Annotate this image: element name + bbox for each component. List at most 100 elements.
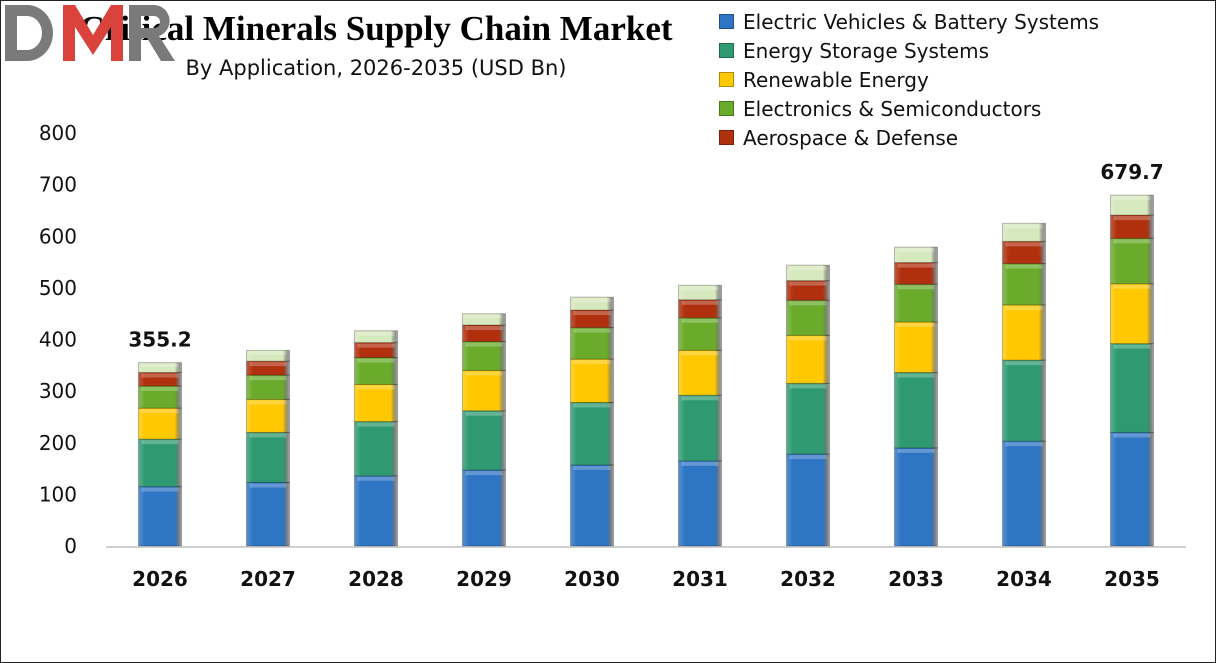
bar-segment	[786, 453, 830, 547]
x-tick-label: 2026	[132, 567, 188, 591]
legend: Electric Vehicles & Battery Systems Ener…	[719, 7, 1099, 152]
bar-segment-highlight	[681, 351, 719, 356]
bar-segment-highlight	[897, 263, 935, 268]
bar-segment	[138, 372, 182, 387]
x-tick-label: 2029	[456, 567, 512, 591]
bar-segment	[678, 317, 722, 351]
legend-label: Energy Storage Systems	[743, 38, 989, 63]
x-tick-label: 2027	[240, 567, 296, 591]
legend-swatch	[719, 14, 734, 29]
bar-segment	[894, 372, 938, 449]
x-tick-label: 2028	[348, 567, 404, 591]
bar-segment	[894, 283, 938, 323]
chart-subtitle: By Application, 2026-2035 (USD Bn)	[185, 56, 567, 80]
bar-segment	[1002, 440, 1046, 547]
bar-segment	[246, 431, 290, 484]
bar-segment-highlight	[897, 285, 935, 290]
bar-segment-highlight	[1005, 224, 1043, 229]
legend-swatch	[719, 101, 734, 116]
legend-item: Renewable Energy	[719, 65, 1099, 94]
bar-segment	[894, 447, 938, 547]
bar-segment-highlight	[1005, 361, 1043, 366]
y-tick-label: 0	[64, 534, 77, 558]
bar-segment	[1002, 304, 1046, 361]
legend-item: Electronics & Semiconductors	[719, 94, 1099, 123]
bar-segment	[894, 246, 938, 264]
bar-segment-highlight	[789, 336, 827, 341]
bar-segment-highlight	[573, 298, 611, 303]
bar-segment	[246, 374, 290, 400]
bar-segment	[462, 469, 506, 547]
bar-segment-highlight	[357, 343, 395, 348]
bar-segment-highlight	[249, 362, 287, 367]
bar-segment	[570, 464, 614, 547]
bar-segment-highlight	[357, 476, 395, 481]
bar-segment	[1110, 194, 1154, 216]
x-tick-label: 2035	[1104, 567, 1160, 591]
bar-segment-highlight	[1005, 305, 1043, 310]
bar-segment-highlight	[141, 440, 179, 445]
bar-segment	[1002, 263, 1046, 306]
y-tick-label: 800	[39, 121, 77, 145]
legend-label: Electronics & Semiconductors	[743, 96, 1042, 121]
bar-segment	[678, 284, 722, 301]
y-tick-label: 500	[39, 276, 77, 300]
y-tick-label: 100	[39, 482, 77, 506]
bar-segment-highlight	[897, 322, 935, 327]
bar-segment	[246, 482, 290, 547]
bar-segment	[462, 410, 506, 471]
bar-segment	[1002, 359, 1046, 442]
bar-segment	[354, 475, 398, 547]
legend-swatch	[719, 43, 734, 58]
bar-segment-highlight	[141, 386, 179, 391]
bar-segment	[786, 334, 830, 384]
bar-segment-highlight	[573, 465, 611, 470]
bar-segment	[894, 321, 938, 374]
bar-segment-highlight	[573, 360, 611, 365]
bar-segment-highlight	[897, 373, 935, 378]
bar-segment-highlight	[897, 248, 935, 253]
data-label: 679.7	[1100, 160, 1163, 184]
bar-segment	[1110, 343, 1154, 433]
bar-segment-highlight	[465, 326, 503, 331]
bar-segment-highlight	[681, 286, 719, 291]
y-tick-label: 200	[39, 431, 77, 455]
bar-segment	[354, 357, 398, 385]
y-tick-label: 300	[39, 379, 77, 403]
bar-segment	[138, 362, 182, 374]
bar-segment	[678, 460, 722, 547]
bar-segment	[786, 299, 830, 336]
bar-segment-highlight	[789, 455, 827, 460]
bar-segment-highlight	[465, 471, 503, 476]
bar-segment-highlight	[1113, 284, 1151, 289]
bar-segment	[570, 358, 614, 403]
bar-segment-highlight	[465, 314, 503, 319]
bar-segment-highlight	[249, 400, 287, 405]
bar-segment-highlight	[1113, 216, 1151, 221]
bar-segment	[354, 330, 398, 344]
bar-segment	[1110, 214, 1154, 239]
bar-segment-highlight	[141, 409, 179, 414]
bar-segment	[138, 486, 182, 547]
bar-segment	[786, 264, 830, 282]
bar-segment-highlight	[789, 281, 827, 286]
bar-segment-highlight	[249, 351, 287, 355]
bar-segment-highlight	[897, 448, 935, 453]
bar-segment-highlight	[1113, 344, 1151, 349]
bar-segment-highlight	[789, 384, 827, 389]
y-tick-label: 700	[39, 173, 77, 197]
x-tick-label: 2034	[996, 567, 1052, 591]
dmr-logo	[5, 5, 175, 61]
bar-segment-highlight	[1113, 196, 1151, 201]
bar-segment-highlight	[681, 300, 719, 305]
bar-segment-highlight	[1005, 264, 1043, 269]
bar-segment	[462, 313, 506, 326]
bar-segment	[462, 341, 506, 371]
legend-label: Renewable Energy	[743, 67, 929, 92]
bar-segment-highlight	[465, 371, 503, 376]
bar-segment	[1110, 283, 1154, 345]
bar-segment	[570, 401, 614, 466]
bar-segment-highlight	[681, 318, 719, 323]
